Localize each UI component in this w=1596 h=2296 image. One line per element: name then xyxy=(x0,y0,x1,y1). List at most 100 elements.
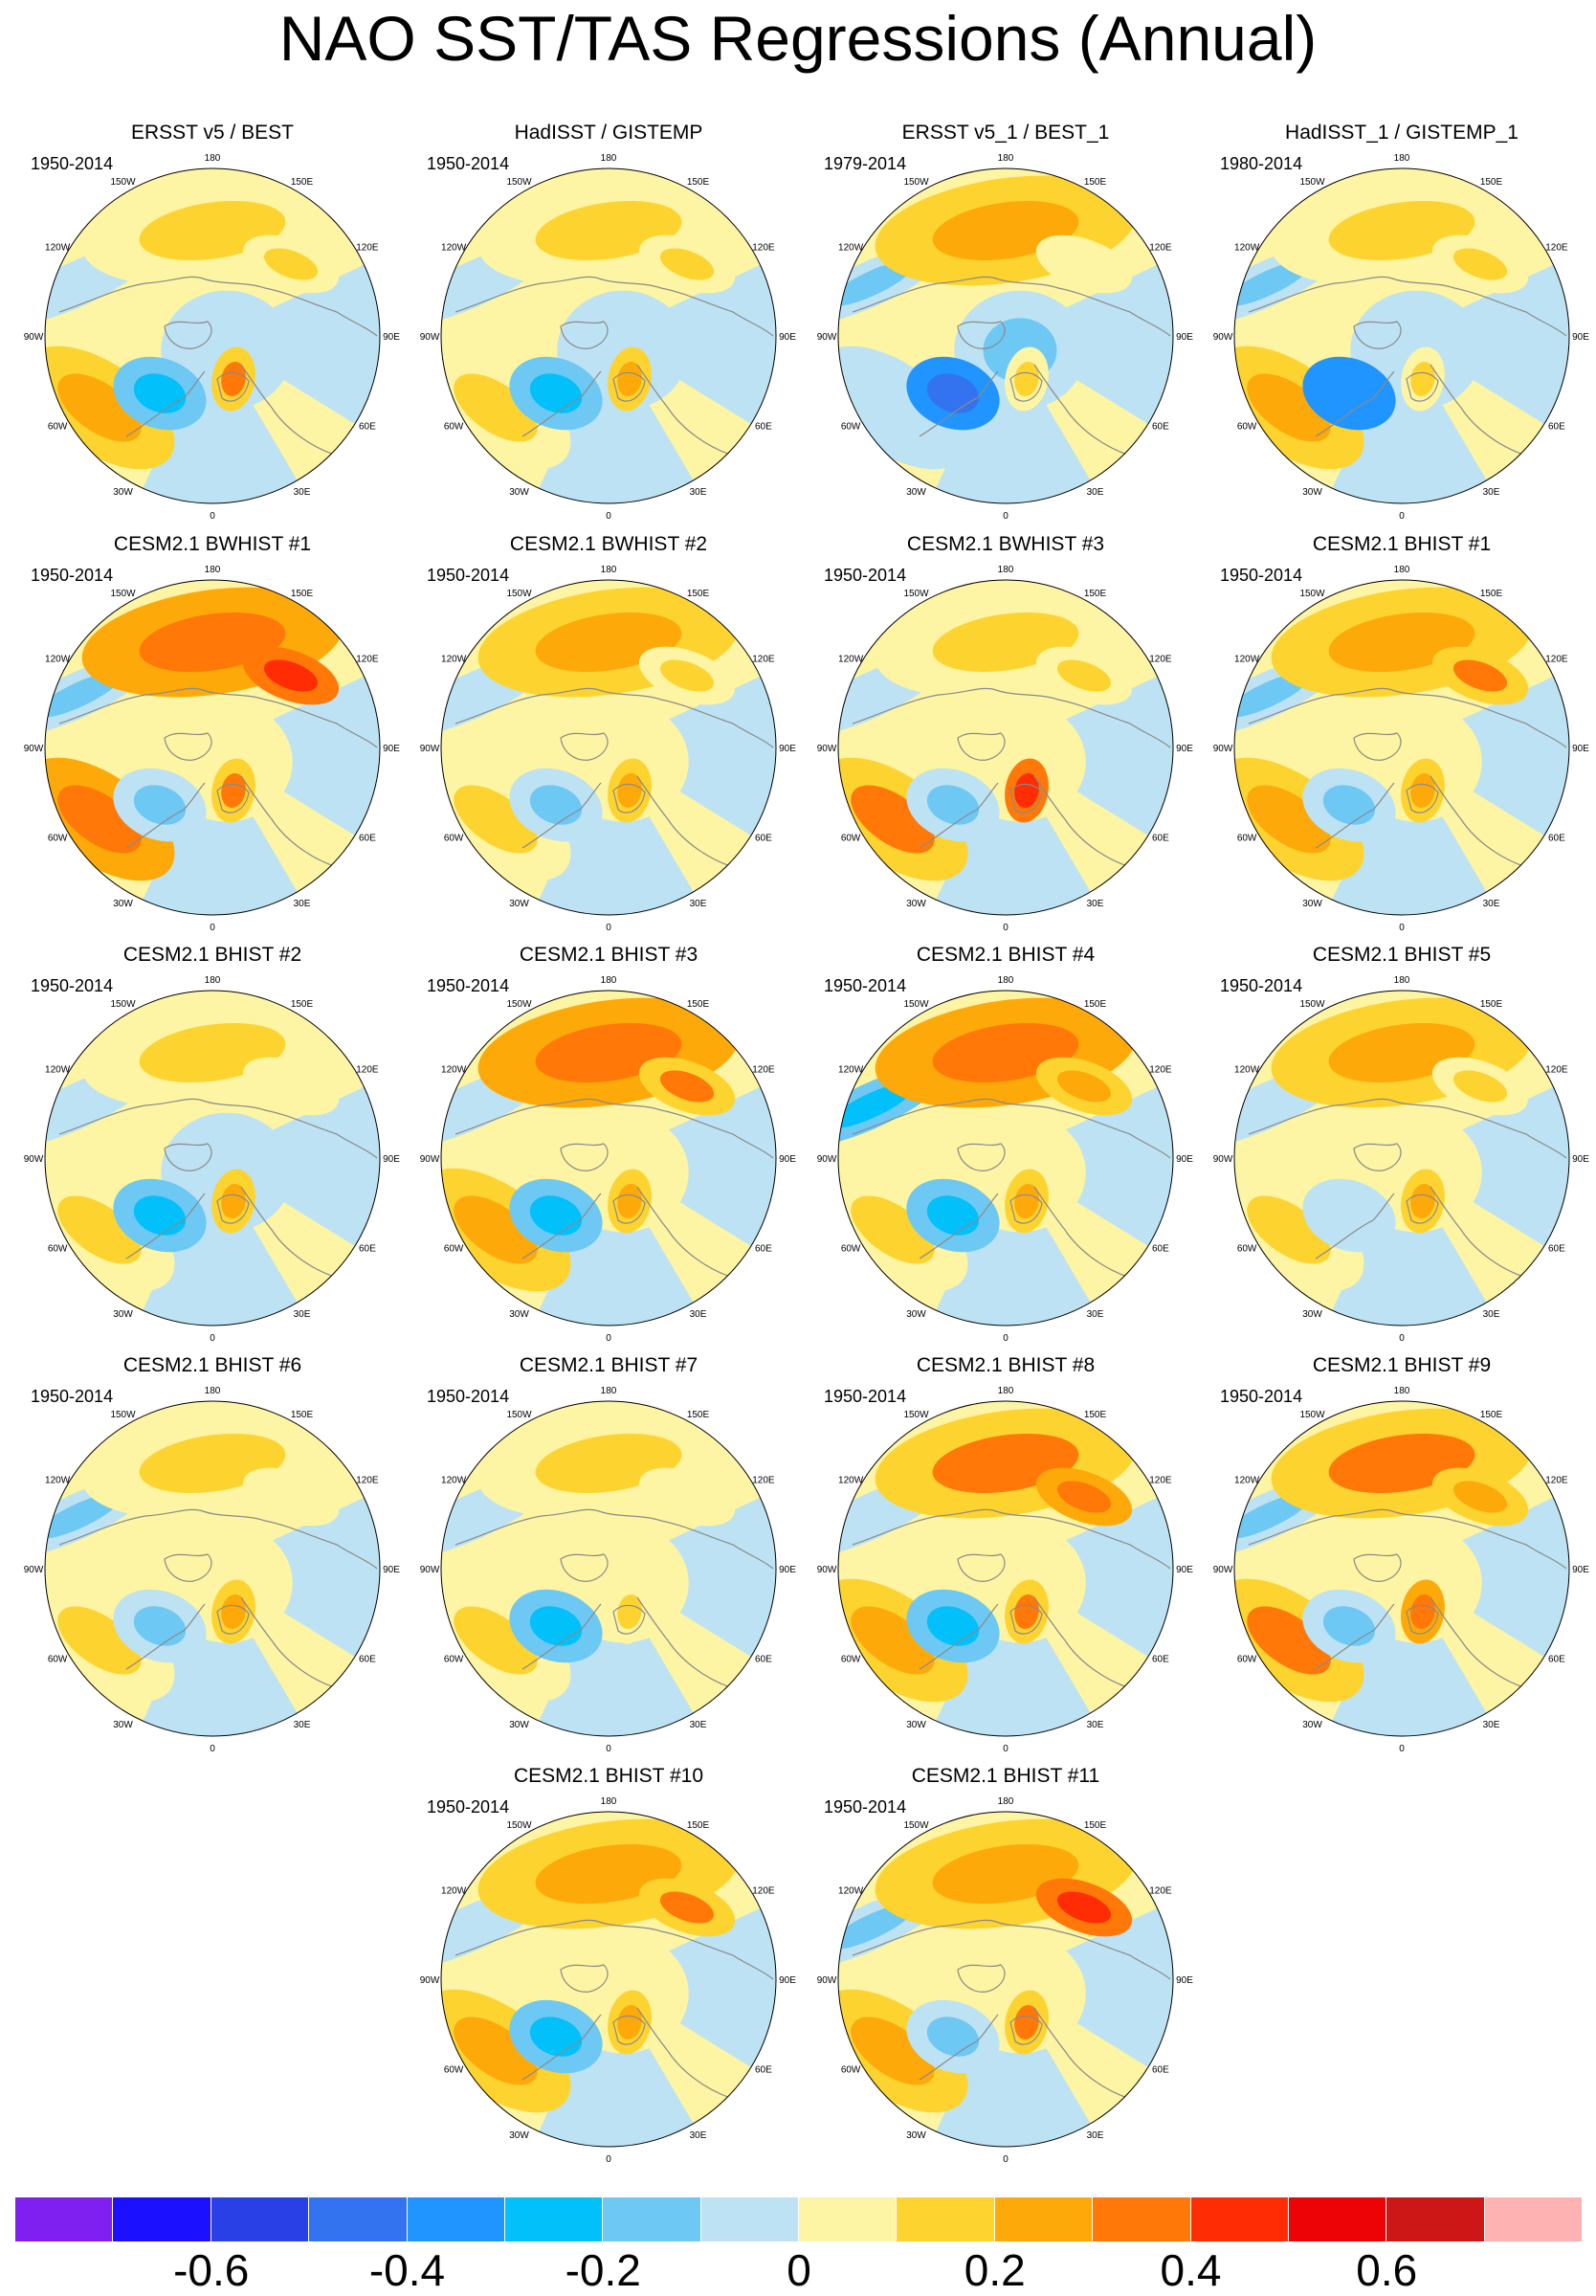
panel-title: CESM2.1 BHIST #4 xyxy=(916,944,1096,966)
lon-label: 0 xyxy=(606,923,611,933)
lon-label: 150W xyxy=(1299,589,1325,599)
lon-label: 180 xyxy=(601,975,617,986)
anomaly-scand xyxy=(221,1594,246,1630)
anomaly-labr xyxy=(926,1195,980,1236)
lon-label: 90E xyxy=(1572,332,1589,343)
lon-label: 30E xyxy=(1087,2130,1104,2141)
anomaly-siberia xyxy=(659,659,715,692)
lon-label: 180 xyxy=(601,1386,617,1396)
lon-label: 150E xyxy=(291,177,314,188)
lon-label: 150E xyxy=(1084,1410,1107,1420)
coastline xyxy=(454,1508,774,1689)
lon-label: 120E xyxy=(356,1065,379,1076)
coastline xyxy=(454,687,774,868)
lon-label: 90W xyxy=(817,1565,837,1575)
lon-label: 30E xyxy=(690,2130,707,2141)
lon-label: 150E xyxy=(1084,177,1107,188)
lon-label: 120W xyxy=(838,1065,864,1076)
lon-label: 90W xyxy=(420,1565,440,1575)
anomaly-labr xyxy=(133,373,187,413)
polar-map: 180 150E 120E 90E 60E 30E 0 30W 60W 90W 120W 150W xyxy=(1213,153,1590,522)
colorbar-swatch xyxy=(1484,2197,1583,2241)
colorbar-tick-label: -0.6 xyxy=(173,2245,250,2295)
lon-label: 60E xyxy=(755,1244,772,1255)
panel-years: 1950-2014 xyxy=(427,154,510,173)
lon-label: 120W xyxy=(45,243,71,254)
lon-label: 60W xyxy=(48,1655,68,1665)
lon-label: 30W xyxy=(906,487,926,498)
map-rim xyxy=(440,167,777,504)
lon-label: 90E xyxy=(1572,744,1589,754)
lon-label: 60W xyxy=(1237,422,1257,433)
lon-label: 30E xyxy=(690,1309,707,1320)
panel-title: CESM2.1 BHIST #11 xyxy=(911,1765,1100,1787)
anomaly-labr xyxy=(529,2017,583,2057)
lon-label: 30E xyxy=(1483,1720,1500,1730)
lon-label: 150W xyxy=(1299,177,1325,188)
anomaly-scand xyxy=(1410,772,1435,809)
coastline xyxy=(1248,276,1567,457)
anomaly-siberia xyxy=(263,659,319,692)
anomaly-labr xyxy=(1322,1606,1376,1646)
lon-label: 60W xyxy=(841,1655,861,1665)
anomaly-ward xyxy=(838,672,915,718)
anomaly-natl xyxy=(57,373,142,442)
colorbar-tick-label: -0.2 xyxy=(565,2245,641,2295)
panel-title: CESM2.1 BWHIST #2 xyxy=(509,533,708,555)
polar-map: 180 150E 120E 90E 60E 30E 0 30W 60W 90W 120W 150W xyxy=(1213,975,1590,1344)
colorbar-swatch xyxy=(309,2197,408,2241)
lon-label: 60W xyxy=(1237,834,1257,844)
lon-label: 90E xyxy=(1176,1565,1193,1575)
anomaly-labr xyxy=(529,1195,583,1236)
anomaly-siberia xyxy=(1452,659,1508,692)
lon-label: 30W xyxy=(113,899,133,909)
panel-years: 1950-2014 xyxy=(824,1797,907,1817)
anomaly-ward xyxy=(838,260,915,306)
anomaly-siberia xyxy=(263,1481,319,1513)
panel-title: ERSST v5 / BEST xyxy=(131,122,294,144)
lon-label: 150W xyxy=(110,177,136,188)
lon-label: 120E xyxy=(1545,655,1568,665)
map-field xyxy=(45,580,380,915)
lon-label: 180 xyxy=(1394,975,1410,986)
lon-label: 150W xyxy=(1299,1410,1325,1420)
map-panel: 180 150E 120E 90E 60E 30E 0 30W 60W 90W 120W 150W CE… xyxy=(417,1764,800,2166)
panel-title: CESM2.1 BHIST #5 xyxy=(1312,944,1492,966)
anomaly-scand xyxy=(1014,1594,1039,1630)
anomaly-ward xyxy=(1234,1493,1311,1539)
lon-label: 90W xyxy=(24,744,44,754)
anomaly-ward xyxy=(45,1493,122,1539)
anomaly-labr xyxy=(926,785,980,825)
anomaly-natl xyxy=(1247,785,1331,854)
lon-label: 150E xyxy=(1084,1820,1107,1831)
panel-title: CESM2.1 BHIST #3 xyxy=(519,944,698,966)
coastline xyxy=(852,1919,1171,2100)
lon-label: 60E xyxy=(1548,1244,1565,1255)
map-rim xyxy=(1233,1400,1570,1737)
south-negative-band xyxy=(1325,1569,1497,1736)
map-panel: 180 150E 120E 90E 60E 30E 0 30W 60W 90W 120W 150W CE… xyxy=(1210,943,1593,1345)
anomaly-scand xyxy=(617,1594,642,1630)
anomaly-natl xyxy=(454,1195,538,1264)
lon-label: 150E xyxy=(291,589,314,599)
lon-label: 30E xyxy=(1087,1720,1104,1730)
lon-label: 30W xyxy=(1302,1720,1322,1730)
map-field xyxy=(838,991,1173,1326)
map-rim xyxy=(837,1400,1174,1737)
lon-label: 60E xyxy=(359,1655,376,1665)
south-negative-band xyxy=(136,747,308,915)
east-negative-band xyxy=(212,264,380,436)
lon-label: 90E xyxy=(383,1154,400,1165)
coastline xyxy=(1248,687,1567,868)
lon-label: 90W xyxy=(420,1154,440,1165)
south-negative-band xyxy=(929,1569,1101,1736)
east-negative-band xyxy=(1402,676,1569,848)
colorbar-swatch xyxy=(113,2197,211,2241)
panel-years: 1979-2014 xyxy=(824,154,907,173)
lon-label: 90W xyxy=(817,744,837,754)
polar-map: 180 150E 120E 90E 60E 30E 0 30W 60W 90W 120W 150W xyxy=(1213,1386,1590,1754)
south-negative-band xyxy=(929,1979,1101,2147)
lon-label: 120W xyxy=(441,1476,467,1486)
lon-label: 120E xyxy=(752,1065,775,1076)
anomaly-labr xyxy=(529,1606,583,1646)
